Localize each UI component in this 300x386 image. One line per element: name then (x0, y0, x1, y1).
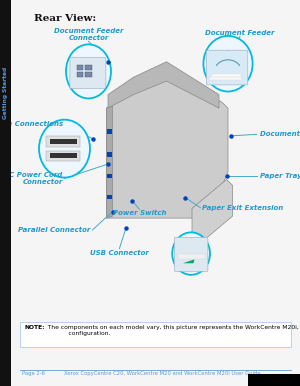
Text: Document Feeder
Connector: Document Feeder Connector (54, 28, 123, 41)
Bar (107, 174, 112, 178)
Bar (107, 195, 112, 199)
Ellipse shape (172, 232, 210, 275)
Bar (85, 65, 92, 70)
Bar (107, 152, 112, 157)
Polygon shape (192, 179, 232, 245)
Bar (50, 139, 76, 144)
Bar (76, 72, 83, 77)
Text: USB Connector: USB Connector (90, 250, 149, 256)
Bar (212, 74, 241, 76)
Text: NOTE:: NOTE: (25, 325, 45, 330)
Text: Getting Started: Getting Started (3, 66, 8, 119)
FancyBboxPatch shape (206, 50, 248, 85)
FancyBboxPatch shape (174, 237, 208, 271)
Bar (50, 153, 76, 158)
Bar (46, 136, 80, 147)
Bar (209, 78, 242, 80)
Polygon shape (108, 62, 219, 108)
Text: AC Power Cord
Connector: AC Power Cord Connector (5, 172, 63, 185)
Bar (107, 129, 112, 134)
Bar (85, 72, 92, 77)
Text: Parallel Connector: Parallel Connector (18, 227, 91, 233)
Bar (0, 0, 11, 386)
Bar (211, 75, 241, 77)
Bar (76, 65, 83, 70)
Text: Xerox CopyCentre C20, WorkCentre M20 and WorkCentre M20i User Guide: Xerox CopyCentre C20, WorkCentre M20 and… (64, 371, 260, 376)
Bar (46, 151, 80, 161)
Ellipse shape (66, 44, 111, 98)
Polygon shape (106, 106, 112, 218)
Text: Rear View:: Rear View: (34, 14, 97, 23)
Text: Document Feeder: Document Feeder (205, 29, 275, 36)
Bar (178, 254, 205, 259)
Polygon shape (106, 69, 228, 218)
Text: The components on each model vary, this picture represents the WorkCentre M20i, : The components on each model vary, this … (44, 325, 300, 336)
Bar (20, 322, 291, 347)
Ellipse shape (203, 36, 253, 91)
Bar (248, 374, 300, 386)
Text: Power Switch: Power Switch (113, 210, 166, 217)
Text: Telephone Connections: Telephone Connections (0, 121, 63, 127)
Text: Paper Tray: Paper Tray (260, 173, 300, 179)
Bar (210, 77, 242, 79)
Text: Document Glass: Document Glass (260, 131, 300, 137)
Text: Paper Exit Extension: Paper Exit Extension (202, 205, 283, 211)
FancyBboxPatch shape (70, 58, 106, 88)
Ellipse shape (39, 120, 90, 178)
Polygon shape (183, 259, 194, 263)
Text: Page 2-6: Page 2-6 (22, 371, 46, 376)
